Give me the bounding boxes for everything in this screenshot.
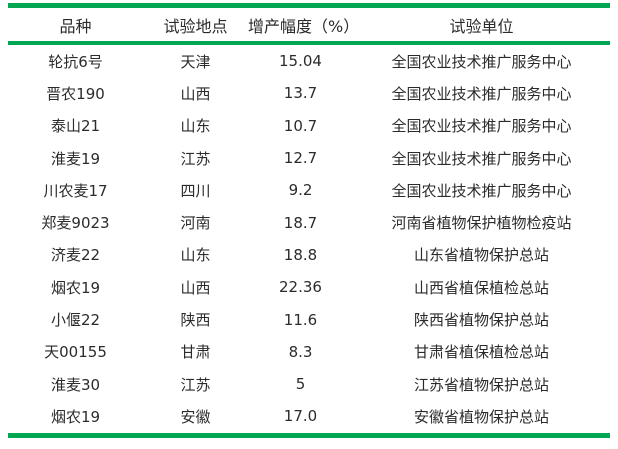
cell-yield-increase: 10.7 xyxy=(283,116,318,135)
cell-test-unit: 全国农业技术推广服务中心 xyxy=(391,181,572,200)
cell-test-unit: 甘肃省植保植检总站 xyxy=(413,343,549,362)
cell-test-unit: 全国农业技术推广服务中心 xyxy=(391,117,572,136)
cell-variety: 泰山21 xyxy=(50,117,101,136)
cell-yield-increase: 11.6 xyxy=(283,310,318,329)
cell-yield-increase: 18.7 xyxy=(283,213,318,232)
cell-location: 山西 xyxy=(180,278,211,297)
cell-variety: 小偃22 xyxy=(50,311,101,330)
cell-location: 安徽 xyxy=(180,407,211,426)
table-row: 济麦22 山东 18.8 山东省植物保护总站 xyxy=(8,239,610,271)
cell-location: 甘肃 xyxy=(180,343,211,362)
cell-location: 江苏 xyxy=(180,149,211,168)
cell-yield-increase: 9.2 xyxy=(288,181,313,200)
cell-yield-increase: 5 xyxy=(295,375,306,394)
header-yield-increase: 增产幅度（%） xyxy=(248,5,359,45)
cell-yield-increase: 17.0 xyxy=(283,407,318,426)
cell-test-unit: 河南省植物保护植物检疫站 xyxy=(391,214,572,233)
cell-variety: 晋农190 xyxy=(46,84,105,103)
cell-variety: 烟农19 xyxy=(50,407,101,426)
cell-yield-increase: 13.7 xyxy=(283,84,318,103)
table-row: 轮抗6号 天津 15.04 全国农业技术推广服务中心 xyxy=(8,43,610,77)
cell-variety: 川农麦17 xyxy=(43,181,108,200)
cell-test-unit: 山西省植保植检总站 xyxy=(413,278,549,297)
table-row: 烟农19 山西 22.36 山西省植保植检总站 xyxy=(8,271,610,303)
header-variety: 品种 xyxy=(8,5,143,45)
trial-results-table-wrap: 品种 试验地点 增产幅度（%） 试验单位 轮抗6号 天津 15.04 全国农业技术推广… xyxy=(8,3,610,438)
cell-variety: 淮麦19 xyxy=(50,149,101,168)
table-row: 天00155 甘肃 8.3 甘肃省植保植检总站 xyxy=(8,336,610,368)
cell-location: 四川 xyxy=(180,181,211,200)
cell-yield-increase: 8.3 xyxy=(288,342,313,361)
cell-location: 河南 xyxy=(180,214,211,233)
header-test-unit: 试验单位 xyxy=(353,5,610,45)
table-row: 淮麦30 江苏 5 江苏省植物保护总站 xyxy=(8,368,610,400)
cell-yield-increase: 12.7 xyxy=(283,149,318,168)
cell-variety: 郑麦9023 xyxy=(41,214,110,233)
cell-variety: 济麦22 xyxy=(50,246,101,265)
cell-variety: 天00155 xyxy=(44,343,107,362)
cell-location: 江苏 xyxy=(180,375,211,394)
trial-results-table: 品种 试验地点 增产幅度（%） 试验单位 轮抗6号 天津 15.04 全国农业技术推广… xyxy=(8,3,610,438)
cell-variety: 烟农19 xyxy=(50,278,101,297)
cell-yield-increase: 22.36 xyxy=(279,278,322,297)
table-header: 品种 试验地点 增产幅度（%） 试验单位 xyxy=(8,5,610,45)
cell-yield-increase: 18.8 xyxy=(283,245,318,264)
header-row: 品种 试验地点 增产幅度（%） 试验单位 xyxy=(8,5,610,45)
cell-test-unit: 全国农业技术推广服务中心 xyxy=(391,52,572,71)
cell-test-unit: 全国农业技术推广服务中心 xyxy=(391,149,572,168)
cell-test-unit: 全国农业技术推广服务中心 xyxy=(391,84,572,103)
cell-yield-increase: 15.04 xyxy=(279,52,322,71)
table-row: 晋农190 山西 13.7 全国农业技术推广服务中心 xyxy=(8,77,610,109)
header-location: 试验地点 xyxy=(143,5,248,45)
table-row: 淮麦19 江苏 12.7 全国农业技术推广服务中心 xyxy=(8,142,610,174)
table-body: 轮抗6号 天津 15.04 全国农业技术推广服务中心 晋农190 山西 13.7 全国农业技术… xyxy=(8,43,610,435)
table-row: 郑麦9023 河南 18.7 河南省植物保护植物检疫站 xyxy=(8,206,610,238)
cell-test-unit: 陕西省植物保护总站 xyxy=(413,311,549,330)
table-row: 泰山21 山东 10.7 全国农业技术推广服务中心 xyxy=(8,110,610,142)
table-row: 小偃22 陕西 11.6 陕西省植物保护总站 xyxy=(8,303,610,335)
cell-test-unit: 江苏省植物保护总站 xyxy=(413,375,549,394)
cell-variety: 轮抗6号 xyxy=(48,52,103,71)
table-row: 川农麦17 四川 9.2 全国农业技术推广服务中心 xyxy=(8,174,610,206)
cell-location: 山东 xyxy=(180,246,211,265)
cell-location: 山东 xyxy=(180,117,211,136)
cell-test-unit: 安徽省植物保护总站 xyxy=(413,407,549,426)
cell-test-unit: 山东省植物保护总站 xyxy=(413,246,549,265)
cell-location: 山西 xyxy=(180,84,211,103)
cell-location: 天津 xyxy=(180,52,211,71)
cell-variety: 淮麦30 xyxy=(50,375,101,394)
table-row: 烟农19 安徽 17.0 安徽省植物保护总站 xyxy=(8,400,610,435)
cell-location: 陕西 xyxy=(180,311,211,330)
